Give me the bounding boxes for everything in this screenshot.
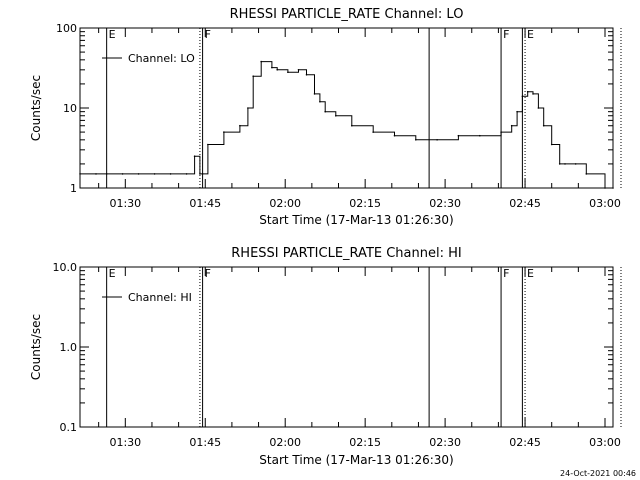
data-point <box>276 69 279 71</box>
data-point <box>247 107 249 109</box>
data-point <box>169 173 172 175</box>
y-axis-label: Counts/sec <box>29 75 43 141</box>
chart-title: RHESSI PARTICLE_RATE Channel: HI <box>231 246 461 261</box>
x-tick-label: 03:00 <box>589 436 621 449</box>
flag-marker-label: F <box>205 267 211 280</box>
flag-marker-label: E <box>109 267 116 280</box>
flag-marker-label: F <box>205 28 211 41</box>
data-point <box>479 134 481 137</box>
flag-marker-label: E <box>527 267 534 280</box>
data-point <box>537 107 540 109</box>
data-point <box>137 173 140 175</box>
footer-timestamp: 24-Oct-2021 00:46 <box>560 469 636 478</box>
data-point <box>305 74 308 76</box>
data-point <box>550 143 553 146</box>
data-point <box>585 173 588 175</box>
flag-marker-label: F <box>503 267 509 280</box>
data-point <box>612 187 614 189</box>
x-tick-label: 01:30 <box>109 197 141 210</box>
data-point <box>95 173 97 175</box>
data-point <box>313 93 316 95</box>
x-tick-label: 01:30 <box>109 436 141 449</box>
data-point <box>193 155 196 157</box>
data-point <box>510 124 513 127</box>
x-tick-label: 02:30 <box>429 436 461 449</box>
chart-title: RHESSI PARTICLE_RATE Channel: LO <box>230 7 464 22</box>
data-point <box>297 69 300 71</box>
series-line <box>80 61 613 189</box>
data-point <box>564 163 566 165</box>
x-axis-label: Start Time (17-Mar-13 01:26:30) <box>259 213 453 227</box>
x-tick-label: 02:30 <box>429 197 461 210</box>
data-point <box>185 173 188 175</box>
data-point <box>436 139 438 141</box>
x-tick-label: 03:00 <box>589 197 621 210</box>
data-point <box>199 173 201 175</box>
x-tick-label: 01:45 <box>189 197 221 210</box>
data-point <box>415 139 417 141</box>
data-point <box>324 110 327 113</box>
data-point <box>574 163 577 165</box>
data-point <box>542 124 545 127</box>
data-point <box>532 93 534 95</box>
y-tick-label: 0.1 <box>60 421 78 434</box>
flag-marker-label: E <box>109 28 116 41</box>
x-tick-label: 02:00 <box>269 436 301 449</box>
data-point <box>121 173 124 175</box>
data-point <box>260 60 263 63</box>
y-tick-label: 1.0 <box>60 341 78 354</box>
data-point <box>79 173 81 175</box>
y-tick-label: 10 <box>63 102 77 115</box>
data-point <box>319 100 321 103</box>
x-axis-label: Start Time (17-Mar-13 01:26:30) <box>259 453 453 467</box>
data-point <box>604 187 606 189</box>
x-tick-label: 02:45 <box>509 197 541 210</box>
panel-hi: RHESSI PARTICLE_RATE Channel: HI 0.1 1.0 10… <box>29 246 622 467</box>
data-point <box>252 75 254 77</box>
data-point <box>223 131 225 133</box>
data-point <box>207 143 209 146</box>
x-tick-label: 02:15 <box>349 436 381 449</box>
data-point <box>521 95 524 98</box>
panel-lo: RHESSI PARTICLE_RATE Channel: LO 1 10 100 Co… <box>29 7 622 227</box>
x-tick-label: 02:45 <box>509 436 541 449</box>
flag-marker-label: E <box>527 28 534 41</box>
data-point <box>201 173 204 175</box>
data-point <box>558 163 561 165</box>
y-tick-label: 1 <box>70 182 77 195</box>
data-point <box>516 110 518 113</box>
data-point <box>105 173 108 175</box>
x-tick-label: 01:45 <box>189 436 221 449</box>
data-point <box>457 134 460 137</box>
data-point <box>287 71 289 73</box>
data-point <box>239 124 241 127</box>
data-point <box>393 134 396 137</box>
x-tick-label: 02:15 <box>349 197 381 210</box>
data-point <box>500 131 502 133</box>
legend-label: Channel: LO <box>128 52 195 65</box>
y-tick-label: 10.0 <box>53 261 78 274</box>
data-point <box>271 66 273 69</box>
data-point <box>153 173 156 175</box>
legend-label: Channel: HI <box>128 291 192 304</box>
y-tick-label: 100 <box>56 22 77 35</box>
x-tick-label: 02:00 <box>269 197 301 210</box>
data-point <box>335 115 337 117</box>
flag-marker-label: F <box>503 28 509 41</box>
y-axis-label: Counts/sec <box>29 314 43 380</box>
data-point <box>351 124 353 127</box>
data-point <box>526 90 529 93</box>
data-point <box>372 131 375 133</box>
